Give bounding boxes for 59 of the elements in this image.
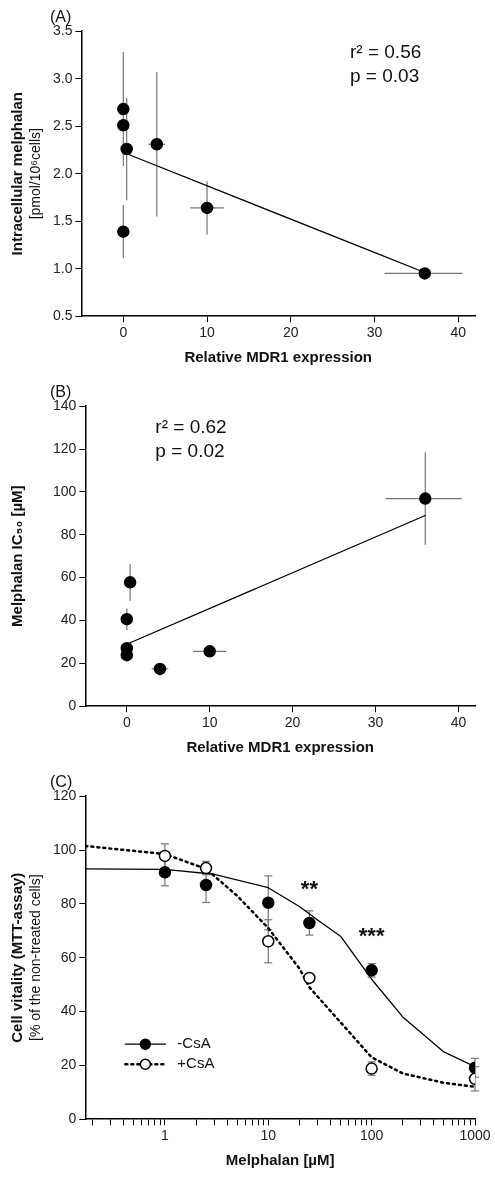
x-tick-label: 30 [367, 714, 384, 731]
point [203, 645, 216, 658]
x-tick-label: 10 [260, 1127, 277, 1144]
y-tick-label: 80 [60, 894, 77, 911]
x-tick-label: 1 [161, 1127, 170, 1144]
x-tick-label: 10 [201, 714, 218, 731]
x-axis-title: Relative MDR1 expression [186, 738, 374, 756]
x-tick-label: 10 [199, 324, 216, 341]
y-tick-label: 20 [60, 1056, 77, 1073]
y-tick-label: 1.0 [52, 259, 73, 276]
y-tick-label: 60 [60, 568, 77, 585]
point [419, 492, 432, 505]
y-tick-label: 1.5 [52, 212, 73, 229]
x-tick-label: 1000 [459, 1127, 491, 1144]
y-tick-label: 100 [53, 840, 77, 857]
legend-label: +CsA [177, 1054, 215, 1072]
y-tick-label: 40 [60, 611, 77, 628]
y-tick-label: 40 [60, 1002, 77, 1019]
x-axis-title: Melphalan [µM] [225, 1151, 335, 1169]
x-tick-label: 20 [283, 324, 299, 341]
point [120, 142, 133, 156]
point [418, 267, 432, 280]
point [117, 102, 130, 116]
annotation: p = 0.03 [350, 64, 420, 86]
point [117, 225, 130, 238]
point [153, 662, 167, 676]
y-tick-label: 2.0 [52, 164, 73, 181]
x-tick-label: 30 [366, 324, 383, 341]
annotation: ** [300, 876, 319, 902]
annotation: *** [358, 923, 385, 949]
y-tick-label: 2.5 [52, 117, 73, 134]
x-tick-label: 100 [359, 1127, 384, 1144]
point [123, 576, 137, 589]
y-axis-title: Intracellular melphalan [pmol/10⁶cells] [8, 92, 43, 256]
y-tick-label: 20 [60, 654, 77, 671]
x-axis-title: Relative MDR1 expression [184, 348, 373, 366]
annotation: p = 0.02 [155, 439, 225, 461]
point [120, 612, 134, 626]
y-tick-label: 0 [68, 1110, 77, 1127]
y-tick-label: 0 [68, 697, 77, 714]
x-tick-label: 0 [122, 714, 131, 731]
x-tick-label: 40 [450, 714, 467, 731]
x-tick-label: 20 [284, 714, 301, 731]
x-tick-label: 40 [450, 324, 467, 341]
y-tick-label: 80 [60, 525, 77, 542]
annotation: r² = 0.62 [155, 415, 227, 437]
x-tick-label: 0 [119, 324, 128, 341]
point [200, 201, 214, 215]
y-axis-title: Melphalan IC₅₀ [µM] [8, 485, 26, 627]
y-axis-title: Cell vitality (MTT-assay) [% of the non-treated cells] [8, 872, 43, 1043]
y-tick-label: 0.5 [52, 307, 73, 324]
y-tick-label: 120 [53, 439, 77, 456]
annotation: r² = 0.56 [350, 40, 422, 62]
point [117, 119, 130, 132]
legend-label: -CsA [177, 1034, 211, 1052]
y-tick-label: 100 [53, 482, 77, 499]
y-tick-label: 3.0 [52, 69, 73, 86]
point [150, 138, 164, 151]
y-tick-label: 60 [60, 948, 77, 965]
